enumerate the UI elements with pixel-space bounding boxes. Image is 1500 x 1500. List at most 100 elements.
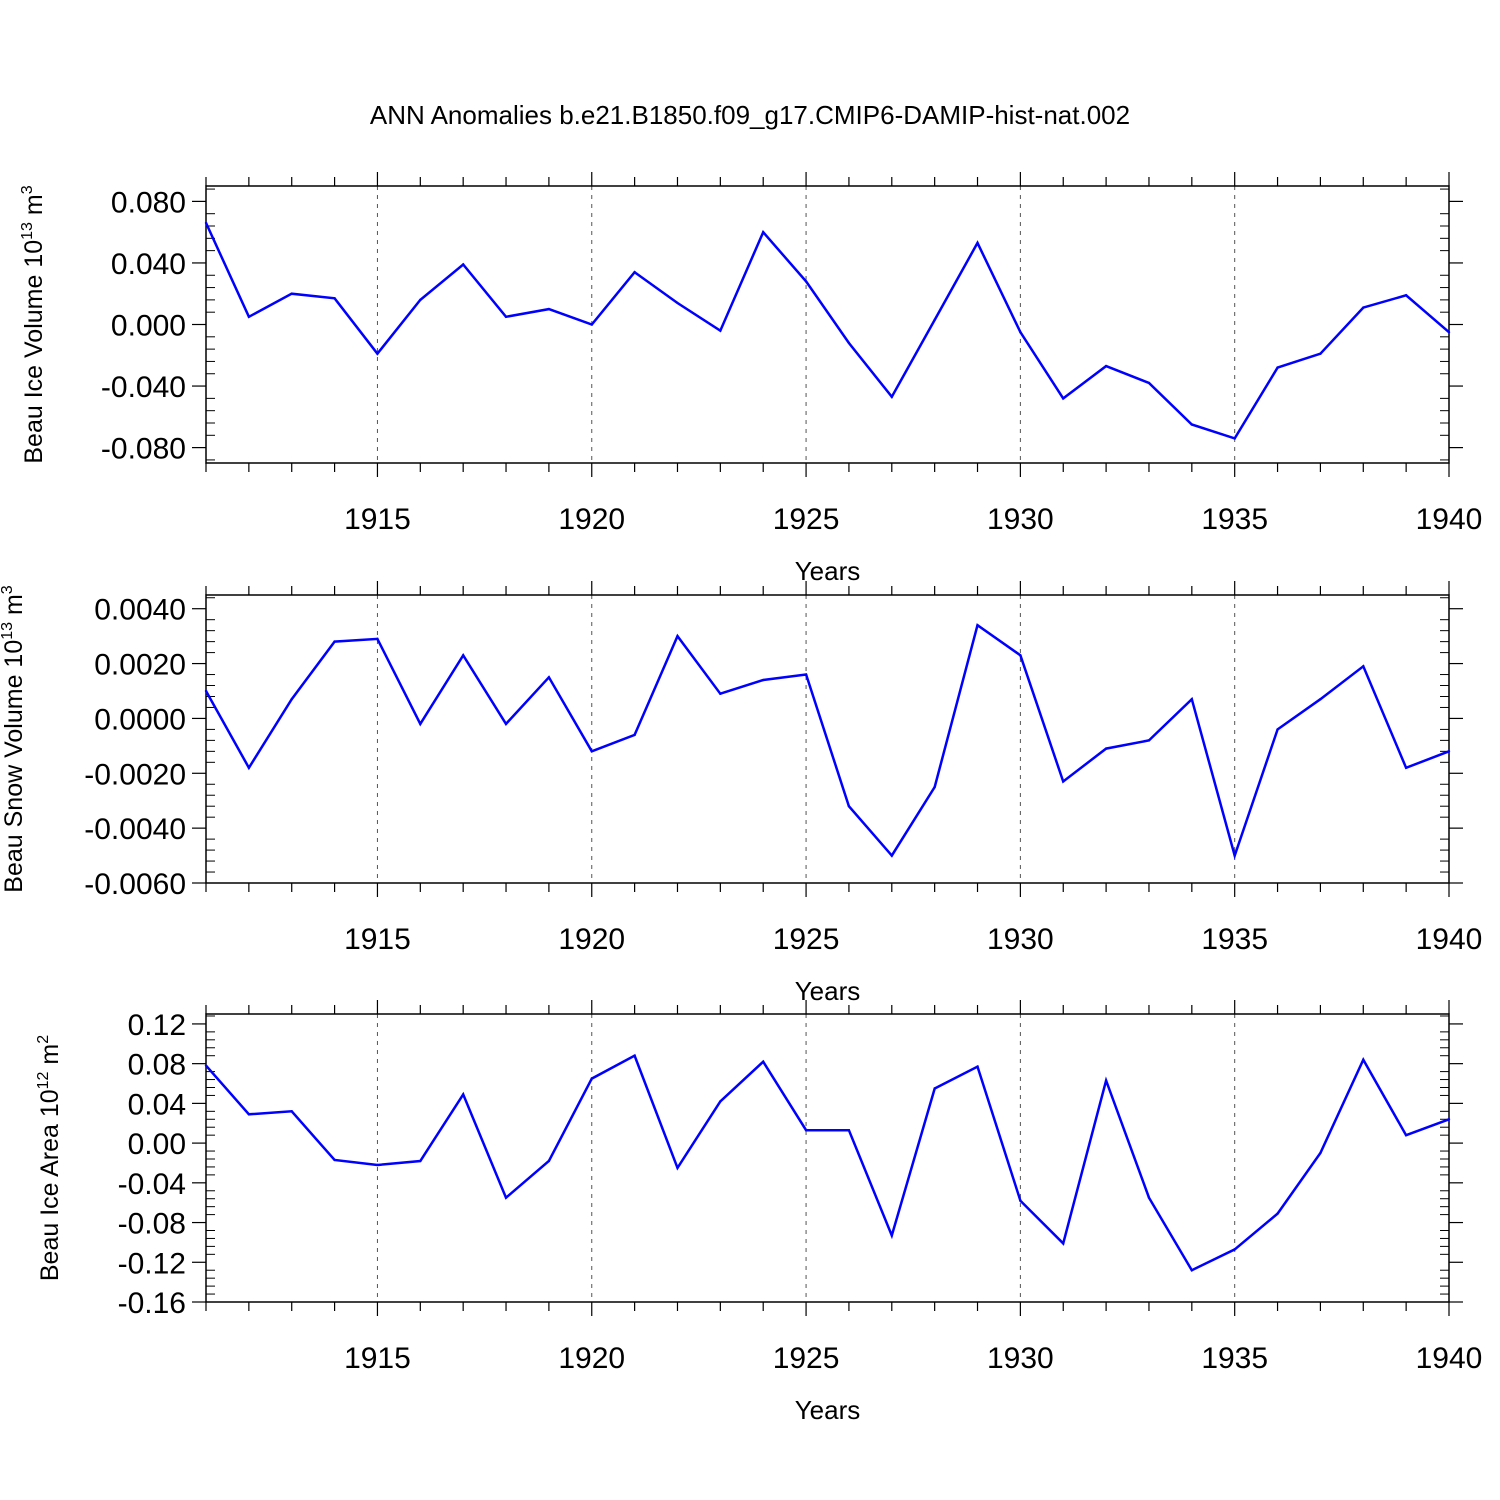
data-point (633, 1054, 636, 1057)
series-line (204, 623, 1450, 860)
plot-frame (205, 594, 1450, 884)
x-tick-label: 1925 (773, 503, 840, 536)
data-point (1062, 1242, 1065, 1245)
x-axis-label: Years (795, 1395, 861, 1425)
data-point (290, 292, 293, 295)
y-tick-label: -0.16 (118, 1287, 186, 1320)
panel-1: -0.080 -0.040 0.000 0.040 0.080 1915 1920 1925 1… (19, 172, 1482, 586)
data-point (1104, 747, 1108, 750)
data-point (1233, 1248, 1236, 1251)
data-point (1276, 1212, 1279, 1215)
data-point (1147, 381, 1151, 385)
data-point (1190, 423, 1194, 426)
data-point (1362, 665, 1365, 668)
x-tick-label: 1915 (344, 503, 411, 536)
x-tick-label: 1940 (1416, 1342, 1483, 1375)
data-point (633, 733, 636, 737)
data-point (1147, 739, 1151, 742)
y-axis-label: Beau Ice Area 1012 m2 (35, 1035, 64, 1281)
data-point (804, 673, 808, 676)
data-point (719, 329, 722, 332)
data-point (290, 698, 293, 701)
data-point (547, 1159, 551, 1163)
data-point (247, 1113, 251, 1116)
x-tick-label: 1940 (1416, 923, 1483, 956)
x-tick-label: 1915 (344, 1342, 411, 1375)
data-point (504, 722, 508, 726)
data-point (376, 637, 379, 641)
data-point (376, 352, 379, 355)
y-tick-label: -0.0060 (84, 868, 186, 901)
data-point (890, 395, 893, 399)
data-point (376, 1163, 379, 1167)
data-point (547, 676, 551, 679)
data-point (247, 766, 251, 769)
data-point (204, 221, 208, 225)
data-point (504, 1196, 508, 1199)
data-point (676, 301, 679, 305)
data-point (419, 1159, 422, 1163)
data-point (847, 341, 851, 345)
x-tick-label: 1925 (773, 923, 840, 956)
x-tick-label: 1930 (987, 503, 1054, 536)
x-tick-label: 1930 (987, 1342, 1054, 1375)
y-axis-label: Beau Ice Volume 1013 m3 (19, 185, 48, 463)
data-point (1362, 1058, 1365, 1061)
data-point (247, 315, 251, 319)
data-point (333, 1158, 336, 1162)
y-tick-label: 0.12 (128, 1009, 186, 1042)
data-point (1190, 1269, 1194, 1272)
data-point (461, 1093, 465, 1096)
data-point (847, 805, 851, 808)
y-tick-label: 0.0040 (94, 594, 186, 627)
panel-2: -0.0060 -0.0040 -0.0020 0.0000 0.0020 0.0040 1… (0, 581, 1482, 1006)
plot-frame (205, 185, 1450, 464)
y-tick-label: 0.000 (111, 310, 186, 343)
data-point (719, 692, 722, 695)
data-point (1104, 364, 1108, 368)
data-point (804, 1128, 808, 1132)
data-point (419, 298, 422, 302)
data-point (933, 1087, 936, 1090)
data-point (762, 678, 765, 682)
data-point (976, 1065, 979, 1068)
data-point (1190, 698, 1194, 701)
y-tick-label: 0.0000 (94, 703, 186, 736)
data-point (290, 1110, 293, 1113)
data-point (461, 654, 465, 657)
y-tick-label: -0.040 (101, 371, 186, 404)
data-point (1404, 1133, 1408, 1137)
y-tick-label: 0.080 (111, 186, 186, 219)
data-point (762, 230, 765, 234)
data-point (1362, 306, 1365, 309)
plot-frame (205, 1013, 1450, 1303)
data-point (1319, 352, 1322, 355)
data-point (1062, 397, 1065, 400)
data-point (976, 623, 979, 627)
panel-3: -0.16 -0.12 -0.08 -0.04 0.00 0.04 0.08 0.12 1915… (35, 1000, 1482, 1425)
y-tick-label: -0.080 (101, 433, 186, 466)
y-tick-label: 0.08 (128, 1049, 186, 1082)
x-tick-label: 1925 (773, 1342, 840, 1375)
x-tick-label: 1920 (558, 1342, 625, 1375)
data-point (333, 297, 336, 300)
data-point (1062, 780, 1065, 783)
data-point (1404, 294, 1408, 297)
data-point (590, 323, 593, 326)
x-tick-label: 1920 (558, 923, 625, 956)
data-point (1447, 750, 1451, 753)
y-tick-label: -0.0040 (84, 813, 186, 846)
data-point (890, 1234, 893, 1237)
data-point (933, 318, 936, 322)
x-tick-label: 1920 (558, 503, 625, 536)
data-point (1019, 654, 1022, 657)
x-tick-label: 1935 (1201, 1342, 1268, 1375)
data-point (504, 315, 508, 319)
data-point (676, 1166, 679, 1170)
y-tick-label: -0.0020 (84, 758, 186, 791)
x-axis-label: Years (795, 976, 861, 1006)
data-point (590, 1077, 593, 1080)
data-point (719, 1100, 722, 1103)
data-point (890, 854, 893, 857)
